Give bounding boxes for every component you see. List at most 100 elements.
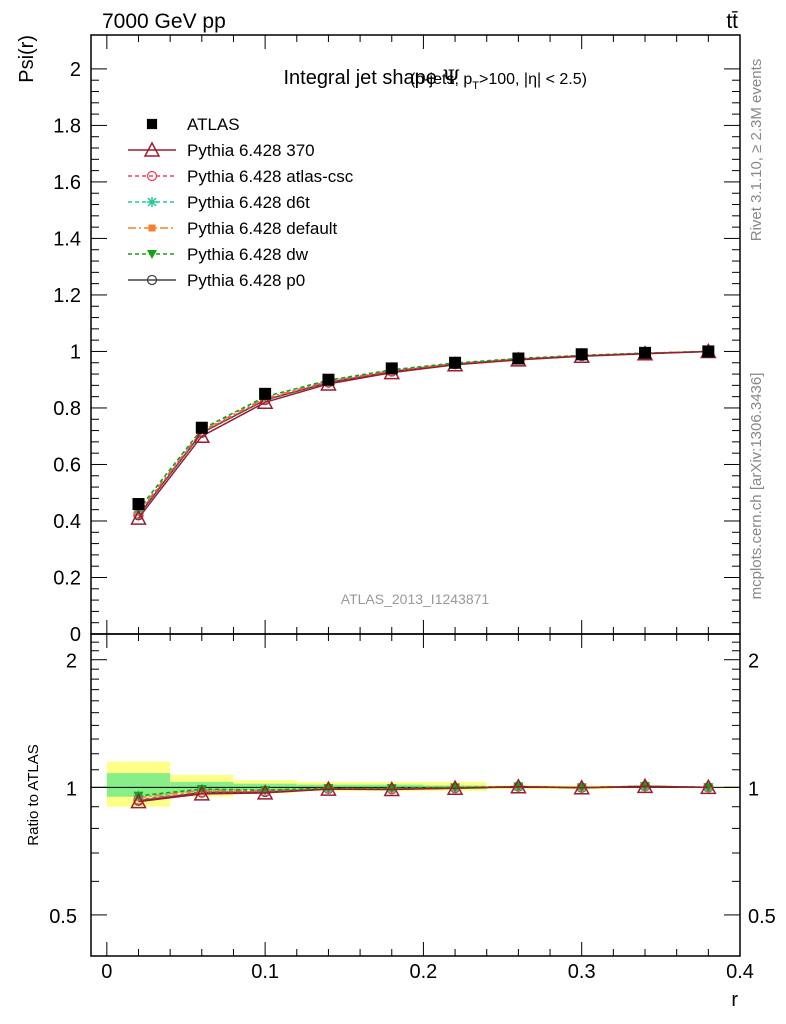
x-tick-label: 0 bbox=[101, 961, 112, 983]
legend-label: ATLAS bbox=[187, 115, 240, 134]
data-point-marker bbox=[195, 421, 208, 434]
data-point-marker bbox=[256, 393, 274, 410]
legend: ATLAS Pythia 6.428 370 Pythia 6.428 atlas-… bbox=[128, 115, 354, 290]
svg-text:Integral jet shape Ψ: Integral jet shape Ψ bbox=[283, 65, 460, 89]
mcplots-side-label: mcplots.cern.ch [arXiv:1306.3436] bbox=[748, 373, 765, 600]
data-point-marker bbox=[130, 509, 147, 525]
main-series-pythia-6-428-p0 bbox=[133, 346, 714, 521]
main-panel: 0 0.2 0.4 0.6 0.8 1 1.2 1.4 1.6 1.8 2 Psi(r) Integ… bbox=[16, 34, 741, 646]
main-y-tick-label: 1.8 bbox=[53, 115, 81, 137]
data-point-marker bbox=[322, 373, 335, 386]
legend-item-pythia-6-428-p0: Pythia 6.428 p0 bbox=[128, 271, 305, 290]
beam-label: 7000 GeV pp bbox=[102, 10, 226, 33]
ratio-y-tick-label-right: 1 bbox=[748, 778, 759, 800]
data-point-marker bbox=[133, 791, 144, 801]
data-point-marker bbox=[143, 141, 161, 157]
data-point-marker bbox=[636, 777, 654, 794]
main-y-ticks: 0 0.2 0.4 0.6 0.8 1 1.2 1.4 1.6 1.8 2 bbox=[53, 59, 740, 646]
main-y-tick-label: 0.4 bbox=[53, 511, 81, 533]
data-point-marker bbox=[148, 224, 156, 232]
data-point-marker bbox=[132, 498, 145, 511]
ratio-y-tick-label-right: 0.5 bbox=[748, 906, 776, 928]
ratio-band-inner bbox=[106, 773, 171, 797]
ratio-y-axis-label: Ratio to ATLAS bbox=[25, 744, 42, 845]
data-point-marker bbox=[639, 346, 652, 359]
ratio-series-layer bbox=[130, 777, 717, 809]
title-sub: (b-jets, p bbox=[410, 71, 472, 88]
title-main: Integral jet shape bbox=[283, 67, 436, 89]
svg-text:(b-jets, pT>100, |η| < 2.5): (b-jets, pT>100, |η| < 2.5) bbox=[410, 71, 587, 92]
main-y-tick-label: 1.6 bbox=[53, 172, 81, 194]
data-point-marker bbox=[196, 785, 207, 795]
legend-item-pythia-6-428-d6t: Pythia 6.428 d6t bbox=[128, 193, 310, 212]
legend-label: Pythia 6.428 default bbox=[187, 219, 338, 238]
data-point-marker bbox=[130, 793, 147, 809]
process-label: tt̄ bbox=[726, 10, 738, 33]
main-y-tick-label: 1.4 bbox=[53, 228, 81, 250]
ratio-x-ticks: 0 0.1 0.2 0.3 0.4 bbox=[101, 634, 754, 983]
main-series-pythia-6-428-dw bbox=[133, 347, 714, 515]
main-series-pythia-6-428-d6t bbox=[133, 346, 714, 515]
ratio-panel: 0.5 0.51 12 2 0 0.1 0.2 0.3 0.4 Ratio to ATLAS … bbox=[25, 633, 776, 1011]
series-line bbox=[137, 350, 709, 515]
main-y-axis-label: Psi(r) bbox=[16, 35, 38, 83]
rivet-side-label: Rivet 3.1.10, ≥ 2.3M events bbox=[748, 59, 765, 242]
series-line bbox=[137, 350, 709, 519]
data-point-marker bbox=[449, 356, 462, 369]
data-point-marker bbox=[446, 779, 464, 795]
legend-item-pythia-6-428-atlas-csc: Pythia 6.428 atlas-csc bbox=[128, 167, 354, 186]
data-point-marker bbox=[385, 362, 398, 375]
data-point-marker bbox=[193, 427, 211, 443]
legend-label: Pythia 6.428 p0 bbox=[187, 271, 305, 290]
legend-label: Pythia 6.428 atlas-csc bbox=[187, 167, 354, 186]
main-y-tick-label: 0.2 bbox=[53, 567, 81, 589]
title-sub-rest: >100, |η| < 2.5) bbox=[479, 71, 587, 88]
legend-label: Pythia 6.428 370 bbox=[187, 141, 315, 160]
main-x-ticks bbox=[106, 35, 741, 634]
title-sub-idx: T bbox=[472, 80, 479, 92]
legend-label: Pythia 6.428 dw bbox=[187, 245, 309, 264]
data-point-marker bbox=[146, 274, 158, 286]
main-y-tick-label: 1 bbox=[70, 341, 81, 363]
x-axis-label: r bbox=[731, 989, 738, 1011]
data-point-marker bbox=[256, 784, 274, 800]
series-line bbox=[137, 350, 709, 511]
legend-item-pythia-6-428-default: Pythia 6.428 default bbox=[128, 219, 338, 238]
data-point-marker bbox=[147, 250, 157, 259]
series-line bbox=[137, 350, 709, 516]
data-point-marker bbox=[575, 348, 588, 361]
series-line bbox=[137, 350, 709, 511]
data-point-marker bbox=[320, 780, 337, 796]
legend-label: Pythia 6.428 d6t bbox=[187, 193, 310, 212]
legend-item-atlas: ATLAS bbox=[146, 115, 240, 134]
x-tick-label: 0.2 bbox=[410, 961, 438, 983]
ratio-series-pythia-6-428-370 bbox=[130, 777, 717, 809]
main-y-tick-label: 2 bbox=[70, 59, 81, 81]
main-series-atlas bbox=[132, 345, 715, 511]
data-point-marker bbox=[193, 785, 211, 801]
main-series-pythia-6-428-atlas-csc bbox=[133, 346, 714, 520]
main-series-layer bbox=[130, 342, 717, 525]
ratio-y-tick-label: 2 bbox=[66, 651, 77, 673]
x-tick-label: 0.3 bbox=[568, 961, 596, 983]
legend-item-pythia-6-428-dw: Pythia 6.428 dw bbox=[128, 245, 309, 264]
data-point-marker bbox=[573, 779, 590, 795]
data-point-marker bbox=[147, 197, 157, 207]
main-y-tick-label: 0.8 bbox=[53, 398, 81, 420]
ratio-y-tick-label: 1 bbox=[66, 778, 77, 800]
data-point-marker bbox=[510, 778, 527, 794]
ratio-y-tick-label-right: 2 bbox=[748, 651, 759, 673]
main-y-tick-label: 0.6 bbox=[53, 454, 81, 476]
data-point-marker bbox=[700, 778, 717, 795]
analysis-id-label: ATLAS_2013_I1243871 bbox=[341, 591, 490, 607]
data-point-marker bbox=[383, 780, 401, 797]
data-point-marker bbox=[146, 118, 158, 130]
series-line bbox=[137, 350, 709, 513]
data-point-marker bbox=[512, 352, 525, 365]
legend-item-pythia-6-428-370: Pythia 6.428 370 bbox=[128, 141, 315, 160]
data-point-marker bbox=[260, 786, 271, 796]
ratio-y-tick-label: 0.5 bbox=[49, 906, 77, 928]
title-symbol: Ψ bbox=[442, 65, 460, 89]
main-y-tick-label: 1.2 bbox=[53, 285, 81, 307]
